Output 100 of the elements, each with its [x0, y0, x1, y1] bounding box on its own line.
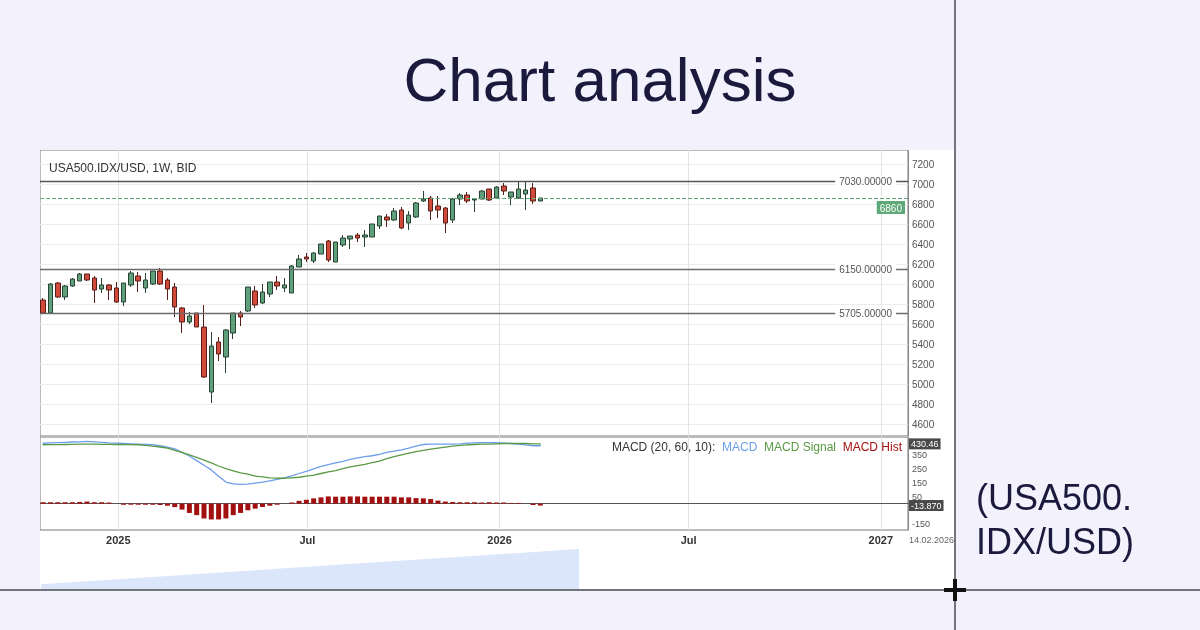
y-tick-label: 6200 — [912, 258, 935, 270]
candlestick — [150, 270, 156, 286]
bar — [355, 496, 361, 504]
bar — [347, 496, 353, 504]
candlestick — [530, 182, 536, 205]
bar — [303, 499, 309, 504]
bar — [164, 503, 170, 506]
bar — [238, 503, 244, 513]
candlestick — [326, 239, 331, 263]
y-tick-label: 4600 — [912, 418, 935, 430]
y-tick-label: 6600 — [912, 218, 935, 230]
candlestick — [106, 283, 112, 301]
bar — [208, 503, 214, 520]
text: (USA500.IDX/USD) — [976, 476, 1135, 564]
candlestick — [92, 275, 97, 304]
bar — [362, 496, 368, 504]
ref-line-label: 6860 — [879, 202, 903, 214]
bar — [391, 496, 397, 504]
candlestick — [435, 195, 441, 219]
bar — [369, 496, 375, 504]
candlestick — [172, 282, 177, 318]
candlestick — [296, 254, 302, 268]
line-series — [42, 442, 541, 479]
y-tick-label: 5600 — [912, 318, 935, 330]
y-tick-label: 5400 — [912, 338, 935, 350]
x-tick-label: Jul — [680, 533, 697, 546]
candlestick — [194, 312, 199, 328]
y-tick-label: 5800 — [912, 298, 935, 310]
ref-line-label: 5705.00000 — [839, 308, 893, 319]
bar — [216, 503, 222, 520]
candlestick — [318, 243, 324, 255]
bar — [267, 503, 273, 506]
text: MACD — [721, 440, 758, 454]
text: MACD Hist — [842, 440, 903, 454]
bar — [420, 498, 426, 504]
candlestick — [406, 210, 411, 231]
candlestick — [77, 272, 82, 282]
x-tick-label: 2027 — [868, 533, 894, 546]
candlestick — [486, 188, 492, 202]
bar — [398, 497, 404, 504]
candlestick — [252, 285, 258, 309]
bar — [252, 503, 258, 509]
candlestick — [274, 275, 280, 291]
bar — [406, 497, 412, 504]
candlestick — [70, 277, 75, 288]
candlestick — [143, 272, 148, 294]
candlestick — [304, 252, 309, 263]
bar — [428, 499, 434, 504]
text: 14.02.2026 — [908, 534, 954, 545]
bar — [340, 496, 346, 504]
candlestick — [384, 213, 390, 228]
candlestick — [55, 281, 61, 299]
text: USA500.IDX/USD, 1W, BID — [49, 161, 197, 175]
bar — [194, 503, 200, 516]
candlestick — [62, 284, 68, 301]
bar — [84, 501, 90, 504]
bar — [223, 503, 229, 519]
bar — [201, 503, 207, 519]
y-tick-label: -150 — [912, 519, 931, 530]
candlestick — [333, 241, 338, 263]
bar — [179, 503, 185, 510]
candlestick — [209, 331, 214, 404]
candlestick — [391, 207, 397, 222]
x-tick-label: Jul — [299, 533, 316, 546]
candlestick — [40, 297, 46, 315]
candlestick — [443, 206, 448, 234]
candlestick — [157, 267, 163, 286]
annotation: -13.870 — [911, 500, 942, 511]
text: MACD Signal — [763, 440, 837, 454]
legend-title: MACD (20, 60, 10): — [611, 440, 716, 454]
candlestick — [355, 232, 360, 243]
candlestick — [260, 283, 265, 305]
bar — [435, 500, 441, 504]
bar — [311, 498, 317, 504]
candlestick — [245, 286, 251, 313]
candlestick — [413, 201, 419, 219]
x-tick-label: 2026 — [487, 533, 512, 546]
y-tick-label: 250 — [912, 463, 928, 474]
y-tick-label: 50 — [912, 491, 923, 502]
candlestick — [201, 304, 207, 379]
y-tick-label: 7000 — [912, 178, 935, 190]
y-tick-label: 150 — [912, 477, 928, 488]
candlestick — [399, 206, 404, 230]
bar — [230, 503, 236, 516]
candlestick — [267, 281, 273, 298]
candlestick — [135, 271, 141, 293]
candlestick — [311, 251, 316, 264]
ref-line-label: 6150.00000 — [839, 263, 893, 275]
x-tick-label: 2025 — [106, 533, 131, 546]
y-tick-label: 7200 — [912, 158, 935, 170]
bar — [384, 496, 390, 504]
y-tick-label: 6400 — [912, 238, 935, 250]
bar — [245, 503, 251, 511]
candlestick — [377, 215, 382, 230]
y-tick-label: 6800 — [912, 198, 935, 210]
candlestick — [216, 336, 221, 362]
candlestick — [121, 282, 126, 307]
bar — [186, 503, 192, 513]
candlestick — [48, 282, 53, 315]
bar — [376, 496, 382, 504]
